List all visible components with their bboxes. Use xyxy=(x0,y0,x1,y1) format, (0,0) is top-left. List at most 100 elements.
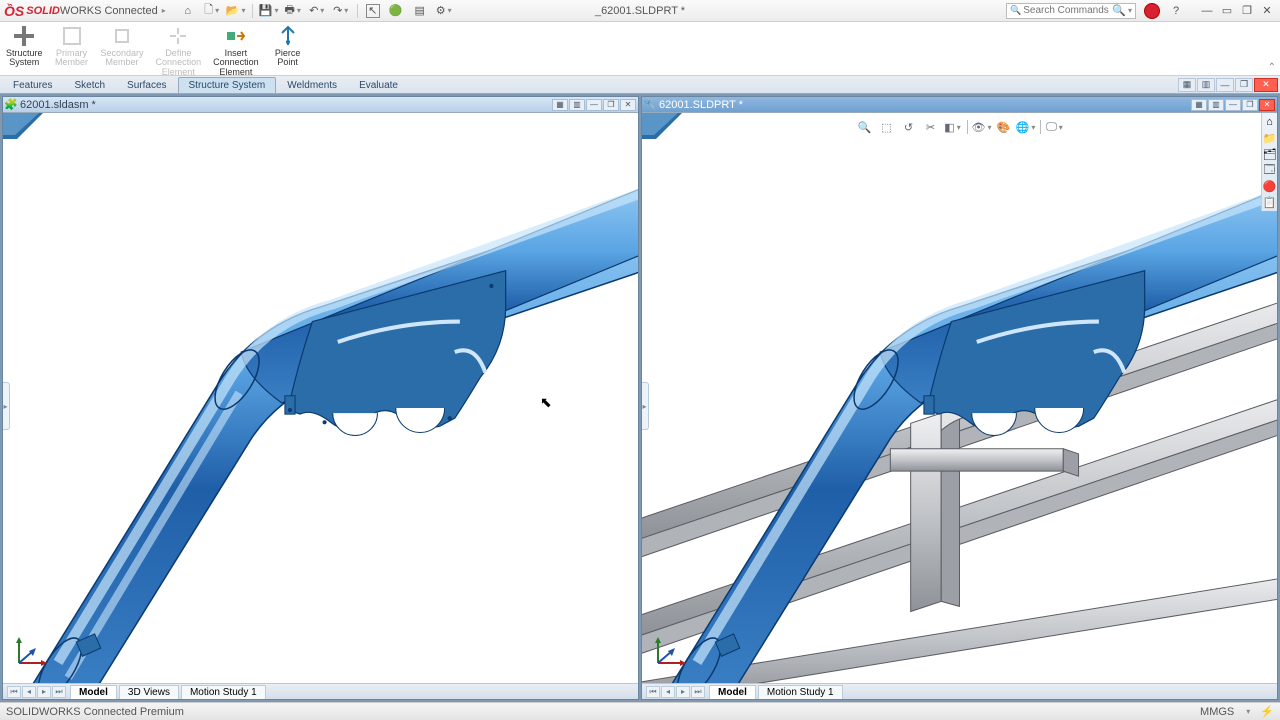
quick-access-toolbar: ⌂ 🗋▾ 📂▾ 💾▾ 🖶▾ ↶▾ ↷▾ ↖ 🟢 ▤ ⚙▾ xyxy=(180,3,452,19)
save-icon[interactable]: 💾▾ xyxy=(261,3,277,19)
mdi-close-icon[interactable]: ✕ xyxy=(1254,78,1278,92)
search-icon[interactable]: 🔍 xyxy=(1112,4,1126,17)
view-triad-icon[interactable] xyxy=(11,631,51,671)
heads-up-view-toolbar: 🔍 ⬚ ↺ ✂ ◧▾ 👁▾ 🎨 🌐▾ 🖵▾ xyxy=(853,117,1067,137)
ribbon-structure-system[interactable]: Structure System xyxy=(0,22,49,75)
zoom-fit-icon[interactable]: 🔍 xyxy=(857,119,873,135)
doc-tab-next-icon[interactable]: ▸ xyxy=(37,686,51,698)
ribbon-define-connection-element: Define Connection Element xyxy=(150,22,208,75)
doc-tab-prev-icon[interactable]: ◂ xyxy=(661,686,675,698)
command-manager-tabs: Features Sketch Surfaces Structure Syste… xyxy=(0,76,1280,94)
zoom-area-icon[interactable]: ⬚ xyxy=(879,119,895,135)
toolbar-separator xyxy=(1040,120,1041,134)
maximize-button[interactable]: ▭ xyxy=(1218,4,1236,18)
rail-view-palette-icon[interactable]: 🗔 xyxy=(1263,163,1277,177)
pane-close-icon[interactable]: ✕ xyxy=(620,99,636,111)
pane-split-v-icon[interactable]: ▥ xyxy=(569,99,585,111)
select-icon[interactable]: ↖ xyxy=(366,4,380,18)
mdi-minimize-icon[interactable]: — xyxy=(1216,78,1234,92)
pane-split-v-icon[interactable]: ▥ xyxy=(1208,99,1224,111)
options-panel-icon[interactable]: ▤ xyxy=(412,3,428,19)
pane-close-icon[interactable]: ✕ xyxy=(1259,99,1275,111)
search-commands[interactable]: 🔍 🔍 ▾ xyxy=(1006,3,1136,19)
pane-minimize-icon[interactable]: — xyxy=(586,99,602,111)
ribbon-pierce-point[interactable]: Pierce Point xyxy=(265,22,311,75)
mdi-restore-icon[interactable]: ❐ xyxy=(1235,78,1253,92)
edit-appearance-icon[interactable]: 🎨 xyxy=(996,119,1012,135)
ribbon-label: Primary Member xyxy=(55,49,88,68)
pane-restore-icon[interactable]: ❐ xyxy=(603,99,619,111)
flag-icon: 🔍 xyxy=(1010,5,1021,16)
tile-horizontal-icon[interactable]: ▦ xyxy=(1178,78,1196,92)
user-avatar-icon[interactable] xyxy=(1144,3,1160,19)
pane-minimize-icon[interactable]: — xyxy=(1225,99,1241,111)
status-extra-icon[interactable]: ⚡ xyxy=(1260,705,1274,718)
pane-title-bar[interactable]: 🔧 62001.SLDPRT * ▦ ▥ — ❐ ✕ xyxy=(642,97,1277,113)
doc-tab-model[interactable]: Model xyxy=(709,685,756,699)
units-dropdown-icon[interactable]: ▾ xyxy=(1246,707,1250,716)
brand-dropdown-icon[interactable]: ▸ xyxy=(162,6,166,15)
previous-view-icon[interactable]: ↺ xyxy=(901,119,917,135)
doc-tab-last-icon[interactable]: ⏭ xyxy=(52,686,66,698)
view-triad-icon[interactable] xyxy=(650,631,690,671)
print-icon[interactable]: 🖶▾ xyxy=(285,3,301,19)
rail-resources-icon[interactable]: 📁 xyxy=(1263,131,1277,145)
display-style-icon[interactable]: ◧▾ xyxy=(945,119,961,135)
redo-icon[interactable]: ↷▾ xyxy=(333,3,349,19)
rebuild-icon[interactable]: 🟢 xyxy=(388,3,404,19)
doc-tab-3dviews[interactable]: 3D Views xyxy=(119,685,179,699)
doc-tab-motion-study[interactable]: Motion Study 1 xyxy=(758,685,843,699)
doc-tab-model[interactable]: Model xyxy=(70,685,117,699)
title-bar: ỒS SOLIDWORKS Connected ▸ ⌂ 🗋▾ 📂▾ 💾▾ 🖶▾ … xyxy=(0,0,1280,22)
restore-button[interactable]: ❐ xyxy=(1238,4,1256,18)
feature-tree-expand-handle[interactable]: ▸ xyxy=(642,382,649,430)
pane-split-h-icon[interactable]: ▦ xyxy=(1191,99,1207,111)
hide-show-icon[interactable]: 👁▾ xyxy=(974,119,990,135)
doc-tab-next-icon[interactable]: ▸ xyxy=(676,686,690,698)
rail-custom-props-icon[interactable]: 📋 xyxy=(1263,195,1277,209)
doc-tab-first-icon[interactable]: ⏮ xyxy=(7,686,21,698)
ribbon-label: Insert Connection Element xyxy=(213,49,259,77)
tab-structure-system[interactable]: Structure System xyxy=(178,77,277,93)
rail-home-icon[interactable]: ⌂ xyxy=(1263,115,1277,129)
new-file-icon[interactable]: 🗋▾ xyxy=(204,3,220,19)
status-units[interactable]: MMGS xyxy=(1200,706,1234,718)
pane-restore-icon[interactable]: ❐ xyxy=(1242,99,1258,111)
tab-surfaces[interactable]: Surfaces xyxy=(116,77,177,93)
tab-evaluate[interactable]: Evaluate xyxy=(348,77,409,93)
tab-features[interactable]: Features xyxy=(2,77,63,93)
view-settings-icon[interactable]: 🖵▾ xyxy=(1047,119,1063,135)
settings-gear-icon[interactable]: ⚙▾ xyxy=(436,3,452,19)
doc-tab-last-icon[interactable]: ⏭ xyxy=(691,686,705,698)
doc-tab-first-icon[interactable]: ⏮ xyxy=(646,686,660,698)
close-button[interactable]: ✕ xyxy=(1258,4,1276,18)
section-view-icon[interactable]: ✂ xyxy=(923,119,939,135)
undo-icon[interactable]: ↶▾ xyxy=(309,3,325,19)
pane-title-bar[interactable]: 🧩 62001.sldasm * ▦ ▥ — ❐ ✕ xyxy=(3,97,638,113)
open-file-icon[interactable]: 📂▾ xyxy=(228,3,244,19)
ribbon-collapse-icon[interactable]: ⌃ xyxy=(1268,62,1276,73)
viewport-canvas-right[interactable]: ▸ 🔍 ⬚ ↺ ✂ ◧▾ 👁▾ 🎨 🌐▾ 🖵▾ ⌂ 📁 🗂 🗔 🔴 xyxy=(642,113,1277,699)
apply-scene-icon[interactable]: 🌐▾ xyxy=(1018,119,1034,135)
tab-sketch[interactable]: Sketch xyxy=(63,77,116,93)
qat-separator xyxy=(357,4,358,18)
help-icon[interactable]: ? xyxy=(1168,3,1184,19)
ribbon-label: Define Connection Element xyxy=(156,49,202,77)
doc-tab-prev-icon[interactable]: ◂ xyxy=(22,686,36,698)
minimize-button[interactable]: — xyxy=(1198,4,1216,18)
feature-tree-expand-handle[interactable]: ▸ xyxy=(3,382,10,430)
home-icon[interactable]: ⌂ xyxy=(180,3,196,19)
tab-weldments[interactable]: Weldments xyxy=(276,77,348,93)
rail-appearances-icon[interactable]: 🔴 xyxy=(1263,179,1277,193)
doc-tabs-right: ⏮ ◂ ▸ ⏭ Model Motion Study 1 xyxy=(642,683,1277,699)
ribbon-label: Secondary Member xyxy=(101,49,144,68)
search-input[interactable] xyxy=(1023,5,1112,16)
qat-separator xyxy=(252,4,253,18)
pane-split-h-icon[interactable]: ▦ xyxy=(552,99,568,111)
rail-library-icon[interactable]: 🗂 xyxy=(1263,147,1277,161)
ribbon-insert-connection-element[interactable]: Insert Connection Element xyxy=(207,22,265,75)
search-dropdown-icon[interactable]: ▾ xyxy=(1128,6,1132,15)
model-render-right xyxy=(642,113,1277,699)
tile-vertical-icon[interactable]: ▥ xyxy=(1197,78,1215,92)
doc-tab-motion-study[interactable]: Motion Study 1 xyxy=(181,685,266,699)
